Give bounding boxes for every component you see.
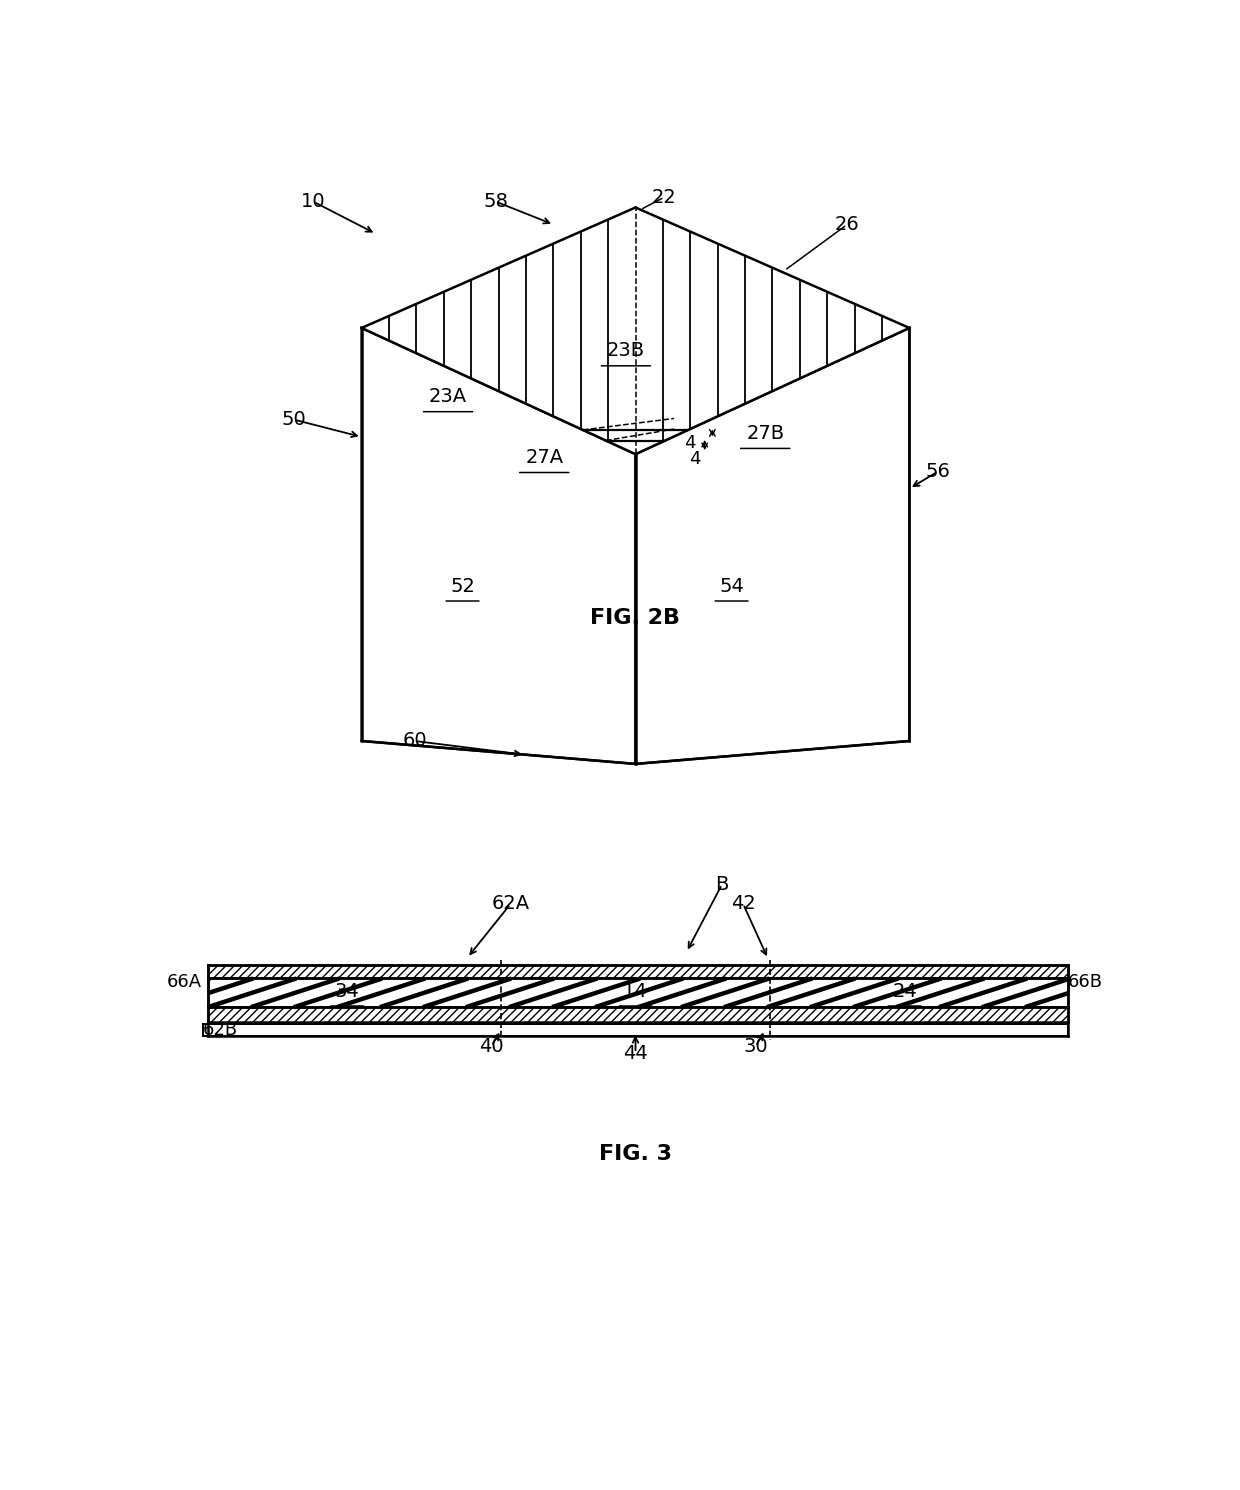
Text: B: B bbox=[715, 875, 729, 894]
Text: 66B: 66B bbox=[1068, 973, 1102, 991]
Text: 42: 42 bbox=[730, 894, 755, 913]
Text: 23A: 23A bbox=[429, 387, 467, 407]
Polygon shape bbox=[635, 207, 909, 454]
Text: 44: 44 bbox=[624, 1043, 647, 1062]
Text: 62B: 62B bbox=[203, 1021, 238, 1039]
Text: 54: 54 bbox=[719, 577, 744, 596]
Text: 26: 26 bbox=[835, 215, 859, 234]
Text: FIG. 2B: FIG. 2B bbox=[590, 608, 681, 627]
Text: 4: 4 bbox=[689, 450, 701, 468]
Text: 40: 40 bbox=[479, 1037, 503, 1055]
Text: 60: 60 bbox=[402, 732, 427, 751]
Polygon shape bbox=[362, 328, 635, 764]
Text: 52: 52 bbox=[450, 577, 475, 596]
Text: 34: 34 bbox=[335, 982, 360, 1001]
Polygon shape bbox=[635, 328, 909, 764]
Text: 56: 56 bbox=[926, 462, 951, 481]
Text: 23B: 23B bbox=[606, 341, 645, 361]
Polygon shape bbox=[362, 207, 635, 454]
Text: 27A: 27A bbox=[526, 448, 563, 466]
Text: 66A: 66A bbox=[166, 973, 201, 991]
Bar bbox=[208, 979, 1068, 1007]
Text: FIG. 3: FIG. 3 bbox=[599, 1144, 672, 1164]
Bar bbox=[203, 1024, 1068, 1036]
Text: 22: 22 bbox=[652, 188, 677, 207]
Text: 10: 10 bbox=[301, 192, 326, 212]
Text: 58: 58 bbox=[484, 192, 508, 212]
Text: 50: 50 bbox=[281, 410, 306, 429]
Text: 30: 30 bbox=[743, 1037, 768, 1055]
Bar bbox=[208, 964, 1068, 979]
Text: 4: 4 bbox=[684, 434, 696, 451]
Text: 24: 24 bbox=[893, 982, 916, 1001]
Text: 27B: 27B bbox=[746, 425, 784, 443]
Bar bbox=[208, 1007, 1068, 1022]
Text: 62A: 62A bbox=[491, 894, 529, 913]
Text: 14: 14 bbox=[624, 982, 647, 1001]
